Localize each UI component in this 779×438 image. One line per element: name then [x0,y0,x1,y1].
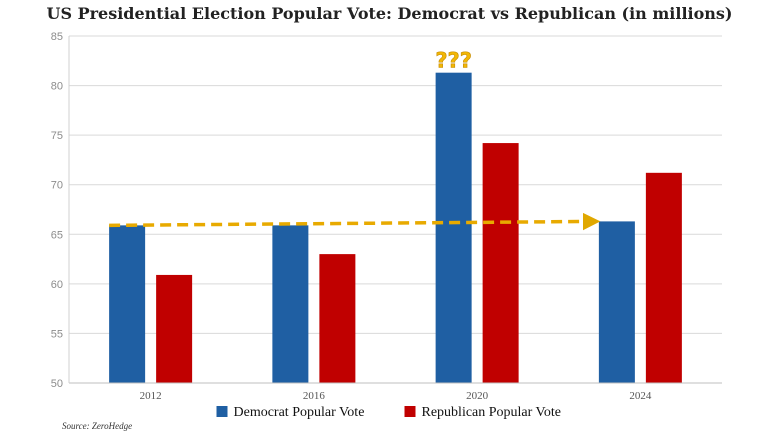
y-tick-label: 70 [51,180,63,192]
annotation-question-marks: ??? [435,49,472,73]
bar [272,225,309,383]
legend-swatch [216,406,228,417]
bar [156,274,193,383]
x-tick-label: 2020 [466,390,489,402]
bar [435,72,472,383]
bar [482,143,519,383]
annotation-dashed-arrow [109,212,601,231]
bar [319,254,356,383]
bar [598,221,635,383]
x-tick-label: 2012 [140,390,162,402]
source-note: Source: ZeroHedge [62,421,133,431]
y-tick-label: 75 [51,130,63,142]
legend-label: Republican Popular Vote [422,405,561,420]
y-tick-label: 85 [51,31,63,43]
legend-swatch [404,406,416,417]
legend-label: Democrat Popular Vote [234,405,365,420]
x-tick-label: 2016 [303,390,326,402]
bar [645,172,682,383]
chart-title: US Presidential Election Popular Vote: D… [46,4,733,23]
y-tick-label: 65 [51,229,63,241]
y-tick-label: 80 [51,81,63,93]
y-tick-label: 55 [51,328,63,340]
y-tick-label: 60 [51,279,63,291]
bar [109,225,146,383]
x-tick-label: 2024 [629,390,652,402]
y-tick-label: 50 [51,378,63,390]
